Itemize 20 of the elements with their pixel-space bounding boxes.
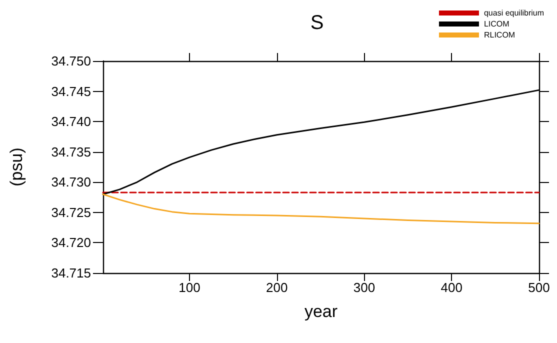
x-axis-title: year (304, 302, 338, 321)
y-tick-label: 34.750 (51, 54, 91, 68)
y-tick-label: 34.720 (51, 235, 91, 250)
x-tick-label: 500 (528, 280, 550, 295)
legend-label: LICOM (484, 20, 510, 28)
x-tick-label: 300 (353, 280, 376, 295)
legend-label: RLICOM (484, 30, 516, 40)
chart-title: S (310, 12, 324, 34)
y-tick-label: 34.735 (51, 144, 91, 160)
y-tick-label: 34.725 (51, 204, 91, 220)
legend-label: quasi equilibrium (484, 8, 544, 18)
x-tick-label: 200 (266, 280, 288, 295)
x-tick-label: 100 (178, 280, 200, 295)
y-tick-label: 34.715 (51, 266, 91, 280)
y-axis-title: (psu) (7, 148, 26, 186)
y-tick-label: 34.740 (51, 114, 91, 130)
line-series (102, 194, 540, 224)
y-tick-label: 34.745 (51, 84, 91, 99)
y-tick-label: 34.730 (51, 174, 91, 190)
x-tick-label: 400 (440, 280, 462, 295)
